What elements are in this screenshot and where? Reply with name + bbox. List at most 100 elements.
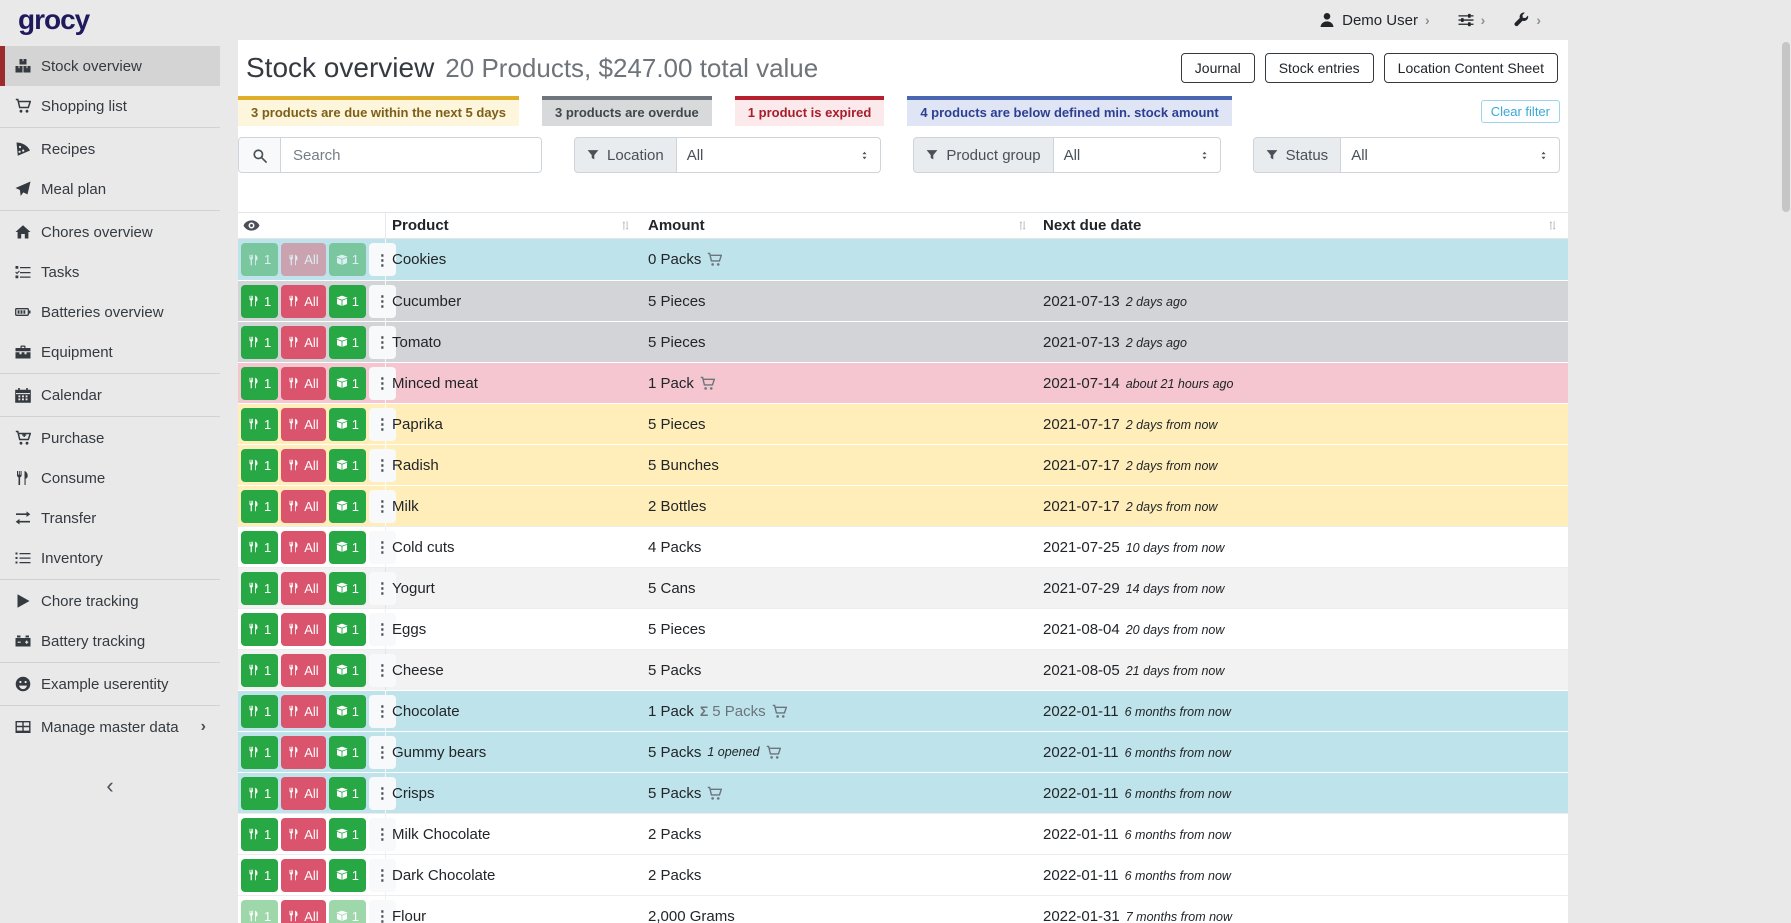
settings-menu[interactable]: › (1458, 12, 1485, 28)
sidebar-item-consume[interactable]: Consume (0, 458, 220, 498)
sidebar-item-calendar[interactable]: Calendar (0, 375, 220, 415)
sidebar-item-shopping-list[interactable]: Shopping list (0, 86, 220, 126)
open-one-button[interactable]: 1 (328, 694, 366, 728)
open-one-button[interactable]: 1 (328, 899, 366, 923)
consume-one-button[interactable]: 1 (241, 899, 279, 923)
banner-below-min[interactable]: 4 products are below defined min. stock … (907, 96, 1232, 126)
consume-all-button[interactable]: All (281, 899, 326, 923)
open-one-button[interactable]: 1 (328, 571, 366, 605)
row-menu-button[interactable]: ⋮ (368, 448, 396, 482)
user-menu[interactable]: Demo User › (1319, 12, 1430, 29)
consume-one-button[interactable]: 1 (241, 776, 279, 810)
search-input[interactable] (281, 138, 541, 172)
sidebar-item-battery-tracking[interactable]: Battery tracking (0, 621, 220, 661)
row-menu-button[interactable]: ⋮ (368, 899, 396, 923)
row-menu-button[interactable]: ⋮ (368, 366, 396, 400)
sidebar-item-batteries-overview[interactable]: Batteries overview (0, 292, 220, 332)
banner-due-soon[interactable]: 3 products are due within the next 5 day… (238, 96, 520, 126)
row-menu-button[interactable]: ⋮ (368, 284, 396, 318)
grocy-logo[interactable]: grocy (18, 4, 90, 35)
scrollbar[interactable] (1782, 0, 1790, 923)
open-one-button[interactable]: 1 (328, 448, 366, 482)
sidebar-collapse-button[interactable]: ‹ (106, 773, 114, 798)
sidebar-item-equipment[interactable]: Equipment (0, 332, 220, 372)
sidebar-item-example-userentity[interactable]: Example userentity (0, 664, 220, 704)
consume-all-button[interactable]: All (281, 817, 326, 851)
sidebar-item-transfer[interactable]: Transfer (0, 498, 220, 538)
sidebar-item-meal-plan[interactable]: Meal plan (0, 169, 220, 209)
row-menu-button[interactable]: ⋮ (368, 489, 396, 523)
open-one-button[interactable]: 1 (328, 325, 366, 359)
row-menu-button[interactable]: ⋮ (368, 612, 396, 646)
column-header-amount[interactable]: Amount (641, 213, 1038, 238)
consume-one-button[interactable]: 1 (241, 694, 279, 728)
sidebar-item-chores-overview[interactable]: Chores overview (0, 212, 220, 252)
stock-entries-button[interactable]: Stock entries (1264, 53, 1374, 83)
consume-all-button[interactable]: All (281, 530, 326, 564)
sidebar-item-purchase[interactable]: Purchase (0, 418, 220, 458)
column-header-product[interactable]: Product (386, 213, 641, 238)
consume-one-button[interactable]: 1 (241, 817, 279, 851)
sidebar-item-stock-overview[interactable]: Stock overview (0, 46, 220, 86)
consume-all-button[interactable]: All (281, 858, 326, 892)
open-one-button[interactable]: 1 (328, 366, 366, 400)
open-one-button[interactable]: 1 (328, 735, 366, 769)
row-menu-button[interactable]: ⋮ (368, 694, 396, 728)
open-one-button[interactable]: 1 (328, 489, 366, 523)
consume-all-button[interactable]: All (281, 735, 326, 769)
consume-all-button[interactable]: All (281, 284, 326, 318)
row-menu-button[interactable]: ⋮ (368, 243, 396, 276)
journal-button[interactable]: Journal (1180, 53, 1255, 83)
row-menu-button[interactable]: ⋮ (368, 776, 396, 810)
consume-one-button[interactable]: 1 (241, 284, 279, 318)
consume-one-button[interactable]: 1 (241, 653, 279, 687)
open-one-button[interactable]: 1 (328, 243, 366, 276)
row-menu-button[interactable]: ⋮ (368, 817, 396, 851)
row-menu-button[interactable]: ⋮ (368, 858, 396, 892)
open-one-button[interactable]: 1 (328, 530, 366, 564)
consume-all-button[interactable]: All (281, 407, 326, 441)
consume-one-button[interactable]: 1 (241, 243, 279, 276)
location-content-sheet-button[interactable]: Location Content Sheet (1383, 53, 1558, 83)
consume-one-button[interactable]: 1 (241, 858, 279, 892)
sidebar-item-manage-master-data[interactable]: Manage master data › (0, 707, 220, 747)
filter-select-location[interactable]: All (676, 137, 882, 173)
open-one-button[interactable]: 1 (328, 612, 366, 646)
sidebar-item-inventory[interactable]: Inventory (0, 538, 220, 578)
consume-all-button[interactable]: All (281, 489, 326, 523)
consume-one-button[interactable]: 1 (241, 612, 279, 646)
row-menu-button[interactable]: ⋮ (368, 407, 396, 441)
consume-all-button[interactable]: All (281, 694, 326, 728)
column-header-next-due-date[interactable]: Next due date (1038, 213, 1568, 238)
consume-all-button[interactable]: All (281, 571, 326, 605)
clear-filter-button[interactable]: Clear filter (1480, 99, 1560, 123)
consume-all-button[interactable]: All (281, 325, 326, 359)
row-menu-button[interactable]: ⋮ (368, 735, 396, 769)
column-visibility-toggle[interactable] (238, 213, 386, 238)
open-one-button[interactable]: 1 (328, 817, 366, 851)
consume-one-button[interactable]: 1 (241, 571, 279, 605)
consume-one-button[interactable]: 1 (241, 366, 279, 400)
consume-one-button[interactable]: 1 (241, 530, 279, 564)
row-menu-button[interactable]: ⋮ (368, 653, 396, 687)
sidebar-item-recipes[interactable]: Recipes (0, 129, 220, 169)
banner-overdue[interactable]: 3 products are overdue (542, 96, 712, 126)
consume-one-button[interactable]: 1 (241, 448, 279, 482)
filter-select-product-group[interactable]: All (1053, 137, 1221, 173)
open-one-button[interactable]: 1 (328, 653, 366, 687)
consume-one-button[interactable]: 1 (241, 407, 279, 441)
sidebar-item-tasks[interactable]: Tasks (0, 252, 220, 292)
admin-menu[interactable]: › (1513, 12, 1541, 28)
consume-one-button[interactable]: 1 (241, 325, 279, 359)
consume-all-button[interactable]: All (281, 653, 326, 687)
row-menu-button[interactable]: ⋮ (368, 571, 396, 605)
consume-one-button[interactable]: 1 (241, 489, 279, 523)
banner-expired[interactable]: 1 product is expired (734, 96, 885, 126)
open-one-button[interactable]: 1 (328, 284, 366, 318)
row-menu-button[interactable]: ⋮ (368, 530, 396, 564)
sidebar-item-chore-tracking[interactable]: Chore tracking (0, 581, 220, 621)
consume-all-button[interactable]: All (281, 243, 326, 276)
consume-all-button[interactable]: All (281, 366, 326, 400)
consume-one-button[interactable]: 1 (241, 735, 279, 769)
open-one-button[interactable]: 1 (328, 776, 366, 810)
